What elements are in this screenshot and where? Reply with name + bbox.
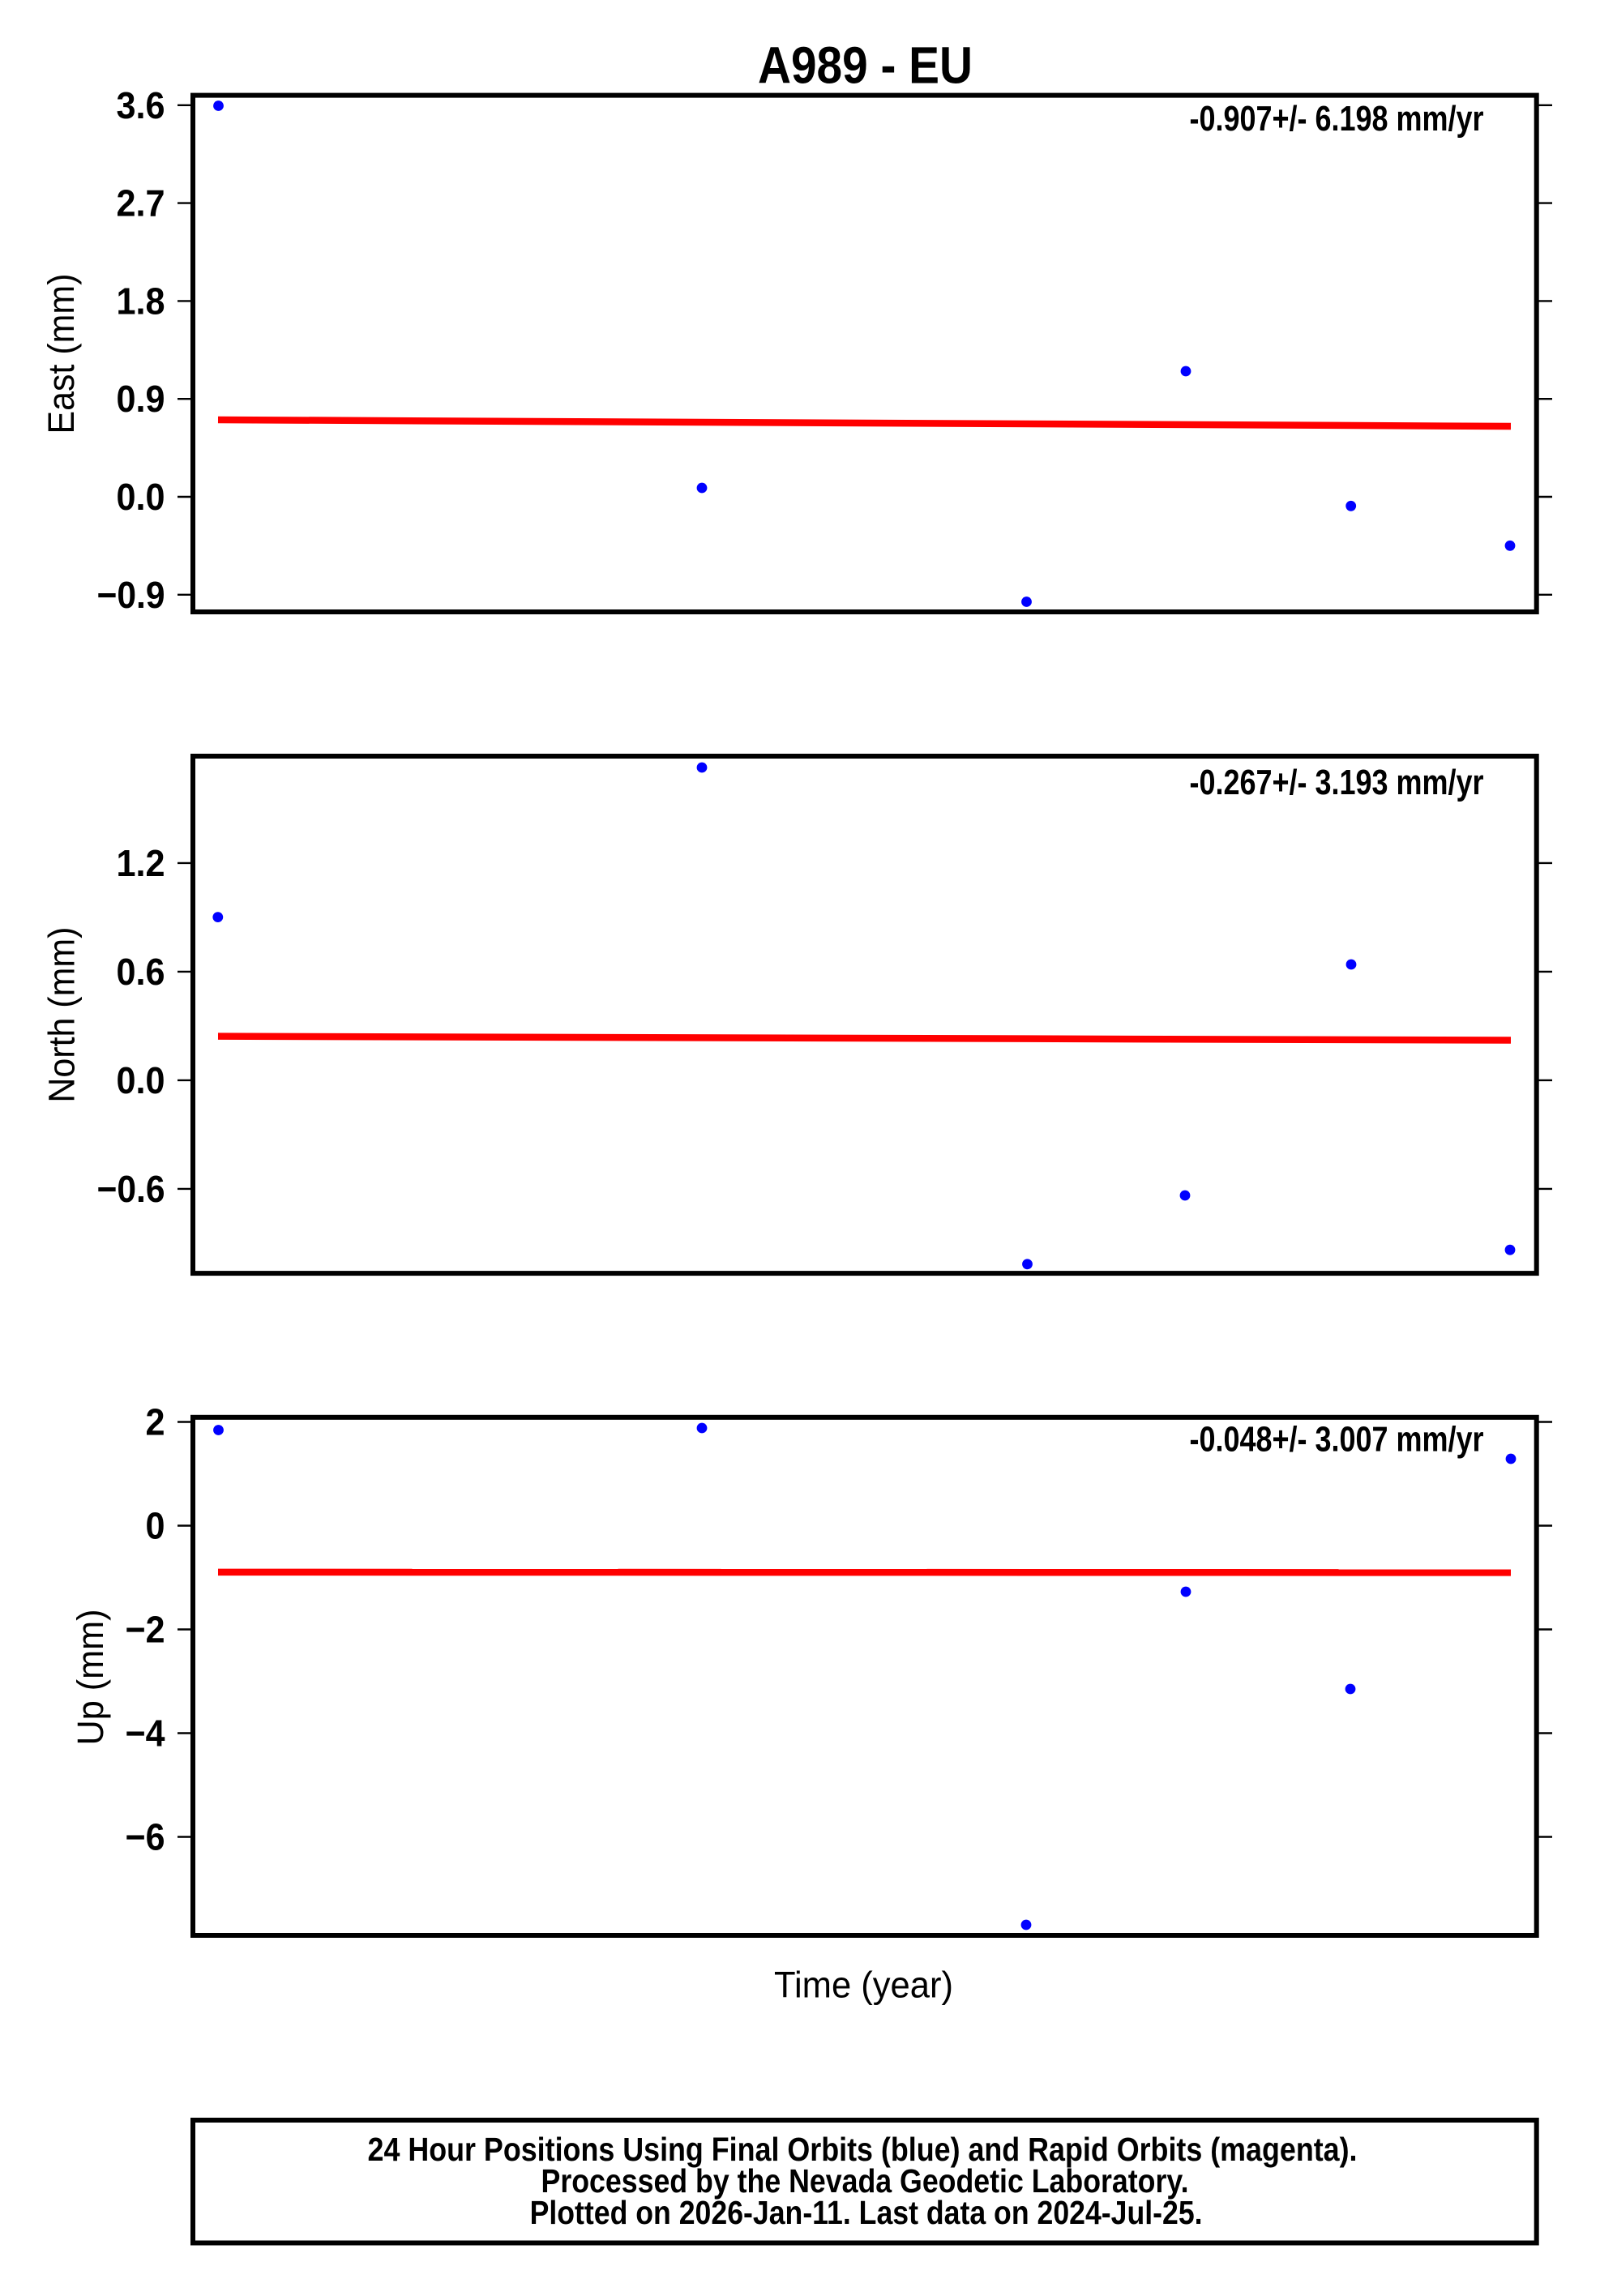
svg-text:2: 2 [146,1401,165,1443]
svg-text:0.0: 0.0 [117,476,165,518]
svg-text:-0.907+/- 6.198 mm/yr: -0.907+/- 6.198 mm/yr [1190,99,1484,139]
svg-text:0.6: 0.6 [117,951,165,993]
svg-text:0.0: 0.0 [117,1059,165,1101]
svg-text:−0.9: −0.9 [97,574,165,616]
svg-text:0: 0 [146,1505,165,1547]
svg-text:1.2: 1.2 [117,842,165,884]
svg-text:A989 - EU: A989 - EU [758,36,973,95]
svg-text:−2: −2 [126,1609,165,1651]
svg-text:−6: −6 [126,1816,165,1858]
svg-text:Up (mm): Up (mm) [70,1610,111,1746]
svg-text:Processed by the Nevada Geodet: Processed by the Nevada Geodetic Laborat… [541,2162,1189,2200]
svg-text:2.7: 2.7 [117,182,165,224]
svg-text:0.9: 0.9 [117,378,165,420]
svg-text:-0.048+/- 3.007 mm/yr: -0.048+/- 3.007 mm/yr [1190,1420,1484,1460]
svg-text:Plotted on 2026-Jan-11. Last d: Plotted on 2026-Jan-11. Last data on 202… [530,2194,1203,2231]
svg-text:Time (year): Time (year) [774,1965,953,2006]
svg-text:-0.267+/- 3.193 mm/yr: -0.267+/- 3.193 mm/yr [1190,763,1484,802]
svg-text:−0.6: −0.6 [97,1168,165,1210]
svg-text:3.6: 3.6 [117,84,165,126]
svg-text:1.8: 1.8 [117,280,165,322]
svg-text:−4: −4 [126,1712,165,1755]
svg-text:North (mm): North (mm) [41,927,83,1103]
svg-text:24 Hour Positions Using Final: 24 Hour Positions Using Final Orbits (bl… [368,2131,1358,2168]
svg-text:East (mm): East (mm) [41,274,82,434]
